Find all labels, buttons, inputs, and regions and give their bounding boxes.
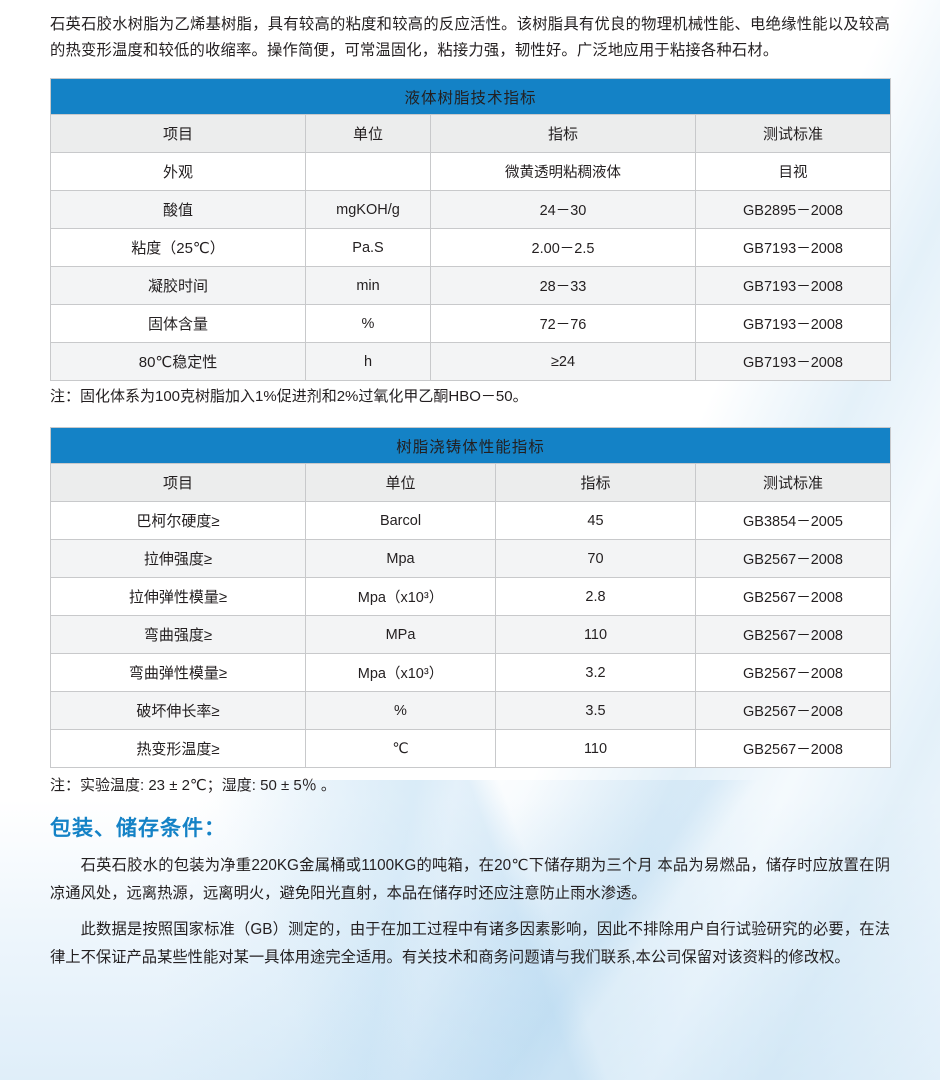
table2-r3-c1: MPa [305,615,496,654]
table2-r6-c3: GB2567－2008 [694,729,892,768]
table1-r4-c1: % [305,304,431,343]
table-row: 弯曲弹性模量≥ Mpa（x10³） 3.2 GB2567－2008 [50,653,892,692]
table2-r6-c1: ℃ [305,729,496,768]
table1-r5-c3: GB7193－2008 [694,342,892,381]
table2-r0-c3: GB3854－2005 [694,501,892,540]
table1-r3-c2: 28－33 [430,266,696,305]
table1-r0-c2: 微黄透明粘稠液体 [430,152,696,191]
table1-r3-c1: min [305,266,431,305]
table2-r5-c3: GB2567－2008 [694,691,892,730]
casting-performance-table: 树脂浇铸体性能指标 项目 单位 指标 测试标准 巴柯尔硬度≥ Barcol 45… [49,427,892,768]
table1-r4-c2: 72－76 [430,304,696,343]
table1-r5-c0: 80℃稳定性 [50,342,306,381]
note-curing-system: 注：固化体系为100克树脂加入1%促进剂和2%过氧化甲乙酮HBO－50。 [50,388,528,405]
table2-header-2: 指标 [495,463,696,502]
table1-header-3: 测试标准 [694,114,892,153]
table2-r4-c1: Mpa（x10³） [305,653,496,692]
table1-r2-c2: 2.00－2.5 [430,228,696,267]
table1-r3-c3: GB7193－2008 [694,266,892,305]
table2-header-1: 单位 [305,463,496,502]
table1-header-1: 单位 [305,114,431,153]
note-test-conditions: 注：实验温度: 23 ± 2℃；湿度: 50 ± 5％ 。 [50,777,336,794]
table2-r6-c0: 热变形温度≥ [50,729,306,768]
table2-r4-c0: 弯曲弹性模量≥ [50,653,306,692]
table2-r3-c0: 弯曲强度≥ [50,615,306,654]
table2-r5-c2: 3.5 [495,691,696,730]
table1-header-2: 指标 [430,114,696,153]
table1-r0-c1 [305,152,431,191]
table-header-row: 项目 单位 指标 测试标准 [50,114,892,153]
table2-r0-c0: 巴柯尔硬度≥ [50,501,306,540]
table2-title: 树脂浇铸体性能指标 [49,427,892,464]
table1-r1-c3: GB2895－2008 [694,190,892,229]
table1-title: 液体树脂技术指标 [49,78,892,115]
table-row: 拉伸强度≥ Mpa 70 GB2567－2008 [50,539,892,578]
table-row: 80℃稳定性 h ≥24 GB7193－2008 [50,342,892,381]
table-row: 固体含量 % 72－76 GB7193－2008 [50,304,892,343]
table-row: 酸值 mgKOH/g 24－30 GB2895－2008 [50,190,892,229]
table2-r2-c3: GB2567－2008 [694,577,892,616]
table1-header-0: 项目 [50,114,306,153]
table2-r1-c2: 70 [495,539,696,578]
table-row: 凝胶时间 min 28－33 GB7193－2008 [50,266,892,305]
table2-r1-c3: GB2567－2008 [694,539,892,578]
table2-r0-c1: Barcol [305,501,496,540]
table1-r4-c3: GB7193－2008 [694,304,892,343]
table-row: 热变形温度≥ ℃ 110 GB2567－2008 [50,729,892,768]
table1-r4-c0: 固体含量 [50,304,306,343]
table2-header-3: 测试标准 [694,463,892,502]
table-title-row: 树脂浇铸体性能指标 [49,427,892,464]
table-row: 破坏伸长率≥ % 3.5 GB2567－2008 [50,691,892,730]
table-row: 拉伸弹性模量≥ Mpa（x10³） 2.8 GB2567－2008 [50,577,892,616]
page-content: 石英石胶水树脂为乙烯基树脂，具有较高的粘度和较高的反应活性。该树脂具有优良的物理… [49,16,892,966]
table2-r2-c1: Mpa（x10³） [305,577,496,616]
table2-r6-c2: 110 [495,729,696,768]
table2-r3-c2: 110 [495,615,696,654]
table1-r1-c2: 24－30 [430,190,696,229]
table1-r5-c1: h [305,342,431,381]
table2-r2-c2: 2.8 [495,577,696,616]
table2-r0-c2: 45 [495,501,696,540]
table1-r2-c1: Pa.S [305,228,431,267]
table1-r1-c0: 酸值 [50,190,306,229]
table2-header-0: 项目 [50,463,306,502]
table-row: 外观 微黄透明粘稠液体 目视 [50,152,892,191]
table1-r2-c3: GB7193－2008 [694,228,892,267]
disclaimer-paragraph: 此数据是按照国家标准（GB）测定的，由于在加工过程中有诸多因素影响，因此不排除用… [50,921,890,966]
table2-r3-c3: GB2567－2008 [694,615,892,654]
table2-r5-c0: 破坏伸长率≥ [50,691,306,730]
table-row: 粘度（25℃） Pa.S 2.00－2.5 GB7193－2008 [50,228,892,267]
liquid-resin-spec-table: 液体树脂技术指标 项目 单位 指标 测试标准 外观 微黄透明粘稠液体 目视 酸值… [49,78,892,381]
table1-r5-c2: ≥24 [430,342,696,381]
table-row: 弯曲强度≥ MPa 110 GB2567－2008 [50,615,892,654]
table1-r0-c0: 外观 [50,152,306,191]
table-row: 巴柯尔硬度≥ Barcol 45 GB3854－2005 [50,501,892,540]
table2-r2-c0: 拉伸弹性模量≥ [50,577,306,616]
intro-paragraph: 石英石胶水树脂为乙烯基树脂，具有较高的粘度和较高的反应活性。该树脂具有优良的物理… [50,16,890,59]
table1-r1-c1: mgKOH/g [305,190,431,229]
table1-r3-c0: 凝胶时间 [50,266,306,305]
table-header-row: 项目 单位 指标 测试标准 [50,463,892,502]
table1-r2-c0: 粘度（25℃） [50,228,306,267]
table2-r1-c0: 拉伸强度≥ [50,539,306,578]
packaging-paragraph: 石英石胶水的包装为净重220KG金属桶或1100KG的吨箱，在20℃下储存期为三… [50,857,890,902]
table2-r4-c2: 3.2 [495,653,696,692]
table2-r4-c3: GB2567－2008 [694,653,892,692]
table2-r1-c1: Mpa [305,539,496,578]
table1-r0-c3: 目视 [694,152,892,191]
table-title-row: 液体树脂技术指标 [49,78,892,115]
packaging-storage-heading: 包装、储存条件： [50,817,226,840]
table2-r5-c1: % [305,691,496,730]
